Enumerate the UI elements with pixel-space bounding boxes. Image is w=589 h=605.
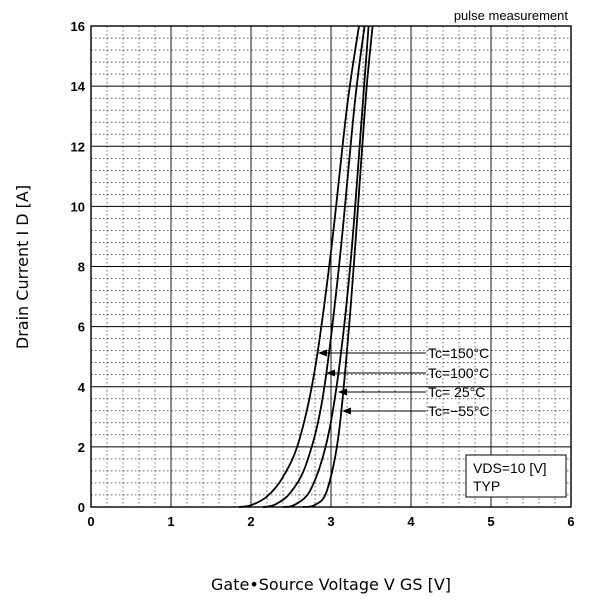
y-tick-label: 6 [78, 320, 85, 335]
x-tick-label: 0 [87, 514, 94, 529]
y-tick-label: 0 [78, 500, 85, 515]
x-tick-label: 5 [487, 514, 494, 529]
curve-series-1 [262, 25, 366, 508]
x-axis-title: Gate•Source Voltage V GS [V] [211, 575, 451, 594]
y-tick-label: 10 [71, 199, 85, 214]
x-tick-label: 1 [167, 514, 174, 529]
y-tick-label: 4 [78, 380, 86, 395]
pulse-measurement-note: pulse measurement [454, 8, 569, 23]
legend-box-vds: VDS=10 [V] [473, 460, 547, 476]
series-label-3: Tc=−55°C [428, 403, 490, 419]
series-label-2: Tc= 25°C [428, 384, 485, 400]
x-tick-label: 2 [247, 514, 254, 529]
series-label-1: Tc=100°C [428, 365, 489, 381]
y-tick-label: 2 [78, 440, 85, 455]
arrow-head-2 [338, 388, 347, 396]
curve-series-3 [302, 25, 374, 508]
curves [238, 25, 374, 508]
y-tick-label: 12 [71, 139, 85, 154]
arrow-head-1 [326, 369, 335, 377]
legend-box-frame [465, 454, 567, 498]
plot-frame [90, 25, 572, 508]
x-tick-label: 3 [327, 514, 334, 529]
annotations: Tc=150°C Tc=100°C Tc= 25°C Tc=−55°C [318, 345, 490, 419]
x-tick-label: 6 [567, 514, 574, 529]
arrow-head-3 [342, 407, 351, 415]
series-label-0: Tc=150°C [428, 345, 489, 361]
legend-box: VDS=10 [V] TYP [465, 454, 567, 498]
y-tick-label: 16 [71, 19, 85, 34]
arrow-head-0 [318, 349, 327, 357]
curve-series-2 [282, 25, 370, 508]
grid [90, 25, 572, 508]
curve-series-0 [238, 25, 360, 508]
y-tick-label: 8 [78, 260, 85, 275]
x-tick-label: 4 [407, 514, 415, 529]
y-axis-title: Drain Current I D [A] [13, 185, 32, 349]
legend-box-typ: TYP [473, 478, 500, 494]
y-tick-label: 14 [71, 79, 86, 94]
